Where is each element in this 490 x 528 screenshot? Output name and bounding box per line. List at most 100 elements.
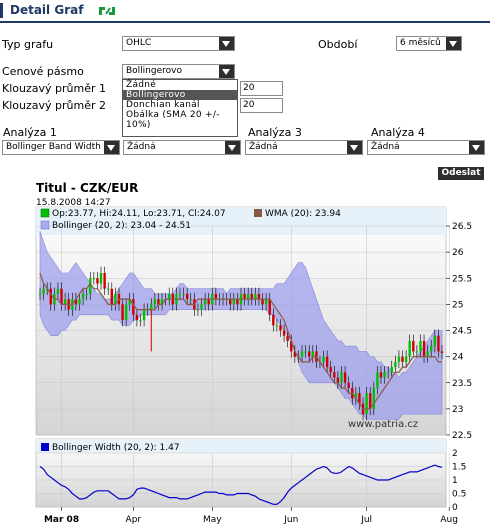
ohlc-body	[322, 356, 325, 362]
band-label: Cenové pásmo	[2, 65, 84, 78]
ohlc-bar	[383, 366, 386, 384]
chart-type-select[interactable]: OHLC	[122, 36, 235, 51]
ohlc-bar	[261, 292, 264, 311]
ohlc-bar	[322, 350, 325, 369]
ohlc-body	[150, 304, 153, 310]
submit-button[interactable]: Odeslat	[438, 167, 484, 180]
ma1-label: Klouzavý průměr 1	[2, 82, 106, 95]
ohlc-body	[182, 293, 185, 295]
ohlc-body	[394, 361, 397, 368]
ohlc-bar	[78, 292, 81, 311]
ohlc-bar	[182, 287, 185, 301]
band-option[interactable]: Donchian kanál	[126, 100, 200, 110]
ohlc-body	[340, 372, 343, 383]
ohlc-body	[383, 372, 386, 378]
ohlc-body	[358, 393, 361, 404]
ohlc-bar	[207, 292, 210, 311]
ohlc-body	[185, 293, 189, 300]
analysis-2-select[interactable]: Žádná	[123, 140, 241, 155]
analysis-1-select[interactable]: Bollinger Band Width	[2, 140, 120, 155]
analysis-3-select[interactable]: Žádná	[245, 140, 363, 155]
ohlc-body	[99, 273, 103, 284]
band-select[interactable]: Bollingerovo	[122, 64, 235, 79]
ohlc-bar	[157, 292, 160, 311]
legend-wma-swatch	[254, 209, 262, 217]
ohlc-body	[153, 299, 157, 305]
band-option[interactable]: 10%)	[126, 120, 151, 130]
ohlc-body	[196, 309, 200, 311]
ohlc-body	[293, 351, 297, 357]
ohlc-body	[430, 346, 433, 352]
ohlc-bar	[168, 287, 171, 306]
band-option[interactable]: Obálka (SMA 20 +/-	[126, 110, 220, 120]
band-option-selected[interactable]: Bollingerovo	[123, 90, 237, 100]
ohlc-body	[426, 351, 429, 357]
chart-title: Titul - CZK/EUR	[36, 181, 138, 195]
ohlc-body	[261, 299, 264, 305]
ohlc-body	[135, 314, 139, 321]
ohlc-bar	[394, 355, 397, 374]
ohlc-body	[132, 299, 135, 315]
ohlc-bar	[333, 366, 336, 384]
ohlc-body	[282, 330, 286, 336]
ohlc-bar	[232, 292, 236, 311]
ohlc-bar	[246, 287, 250, 306]
ohlc-bar	[236, 292, 239, 311]
ohlc-bar	[412, 334, 415, 358]
chevron-down-icon	[104, 141, 119, 154]
ohlc-bar	[293, 345, 297, 363]
price-tick-label: 24	[452, 353, 464, 363]
band-option[interactable]: Žádné	[126, 80, 157, 90]
export-icon[interactable]	[97, 5, 117, 17]
ohlc-bar	[89, 271, 92, 301]
price-tick-label: 25.5	[452, 274, 472, 284]
ohlc-bar	[336, 371, 340, 390]
ohlc-body	[236, 299, 239, 305]
period-select[interactable]: 6 měsíců	[396, 36, 462, 51]
analysis-2-value: Žádná	[127, 142, 156, 152]
ohlc-body	[74, 299, 78, 305]
ohlc-body	[189, 299, 192, 301]
header-underline	[0, 21, 490, 23]
ohlc-bar	[415, 345, 419, 358]
ohlc-bar	[124, 298, 128, 327]
analysis-4-select[interactable]: Žádná	[367, 140, 485, 155]
ohlc-body	[347, 382, 350, 388]
ma2-input[interactable]: 20	[240, 98, 283, 113]
ohlc-bar	[365, 386, 368, 421]
ohlc-bar	[422, 334, 426, 363]
ohlc-bar	[196, 303, 200, 316]
ohlc-bar	[290, 334, 293, 358]
ma1-input[interactable]: 20	[240, 81, 283, 96]
ohlc-bar	[214, 287, 218, 306]
ohlc-body	[290, 340, 293, 352]
ohlc-bar	[60, 282, 63, 311]
ohlc-body	[419, 340, 422, 352]
ohlc-bar	[386, 366, 390, 379]
analysis-1-value: Bollinger Band Width	[6, 142, 101, 152]
ohlc-body	[300, 351, 304, 357]
ohlc-body	[279, 325, 282, 331]
legend-ohlc-swatch	[40, 208, 50, 218]
ohlc-body	[103, 273, 106, 289]
ohlc-bar	[397, 350, 401, 369]
ohlc-bar	[114, 287, 117, 311]
ohlc-bar	[99, 266, 103, 290]
ohlc-bar	[254, 287, 257, 306]
ohlc-body	[264, 299, 268, 305]
ohlc-body	[272, 314, 275, 326]
ohlc-bar	[343, 366, 347, 390]
ohlc-body	[214, 293, 218, 300]
ohlc-body	[243, 293, 246, 300]
period-value: 6 měsíců	[400, 38, 441, 48]
legend-width: Bollinger Width (20, 2): 1.47	[52, 443, 180, 453]
time-tick-label: Aug	[440, 515, 458, 525]
ohlc-bar	[275, 319, 279, 332]
ohlc-bar	[63, 292, 67, 311]
ohlc-bar	[229, 292, 232, 311]
ohlc-bar	[128, 292, 131, 311]
ohlc-body	[92, 278, 96, 280]
ohlc-bar	[369, 386, 372, 416]
band-value: Bollingerovo	[126, 66, 182, 76]
ohlc-bar	[135, 308, 139, 327]
